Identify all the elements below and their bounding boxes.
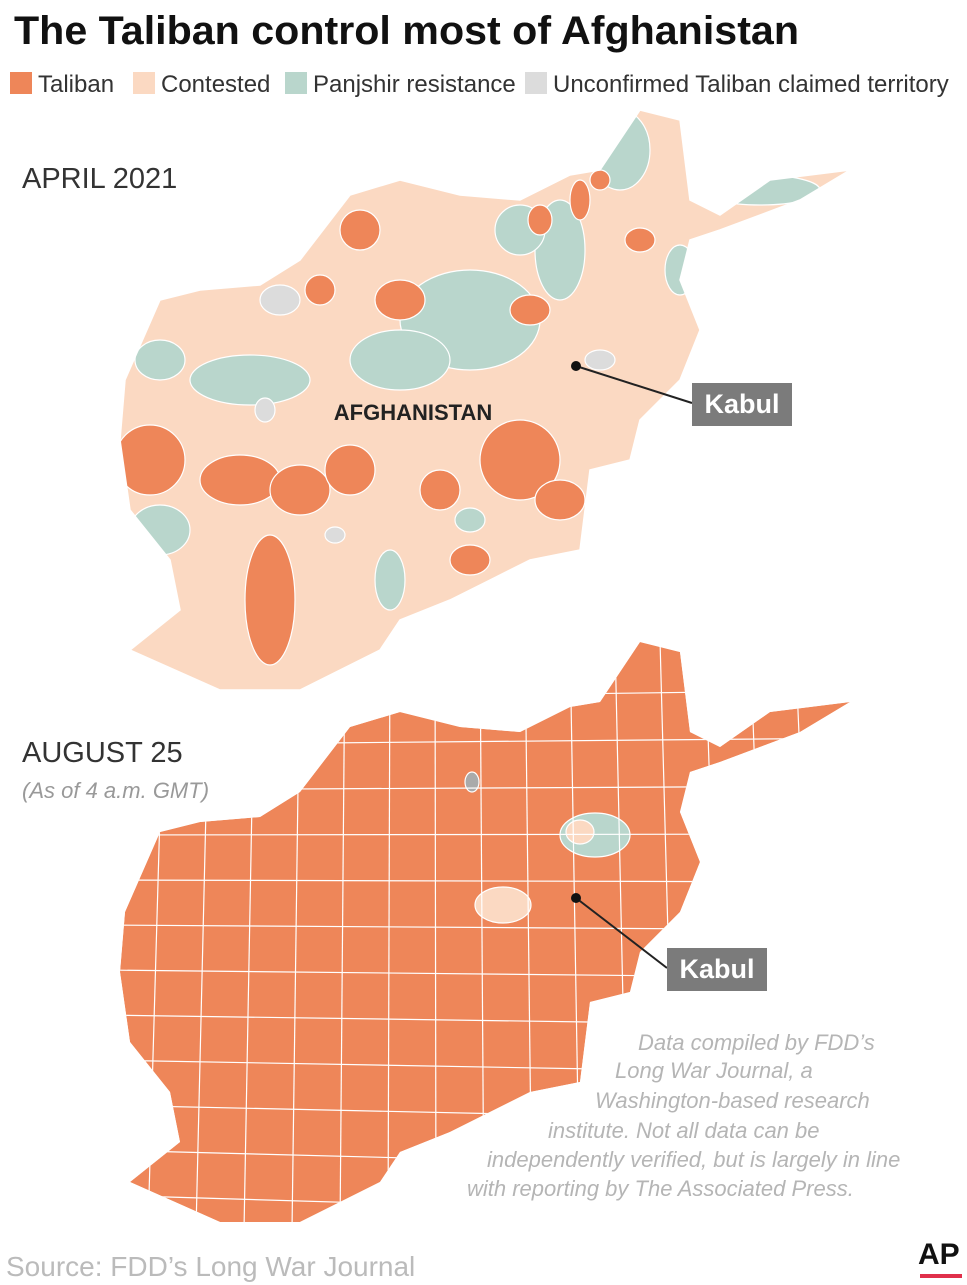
legend-label: Unconfirmed Taliban claimed territory	[553, 71, 949, 98]
city-label: Kabul	[679, 954, 754, 984]
city-dot	[571, 893, 581, 903]
region	[324, 526, 346, 544]
source: Source: FDD’s Long War Journal	[6, 1251, 415, 1282]
credit-line: Long War Journal, a	[615, 1058, 813, 1083]
region	[349, 329, 451, 391]
region	[419, 469, 461, 511]
region	[189, 354, 311, 406]
region	[449, 544, 491, 576]
credit-line: institute. Not all data can be	[548, 1118, 820, 1143]
region	[569, 179, 591, 221]
region	[565, 819, 595, 845]
credit-line: with reporting by The Associated Press.	[467, 1176, 854, 1201]
region	[120, 424, 186, 496]
region	[269, 464, 331, 516]
logo: AP	[918, 1238, 960, 1271]
city-box	[667, 948, 767, 991]
region	[199, 454, 281, 506]
map-label: APRIL 2021	[22, 163, 177, 195]
region	[479, 419, 561, 501]
city-dot	[571, 361, 581, 371]
region	[254, 397, 276, 423]
district-line	[434, 642, 437, 1222]
credit-line: Washington-based research	[595, 1088, 870, 1113]
legend: Taliban Contested Panjshir resistance Uncon…	[10, 71, 949, 98]
legend-swatch	[133, 72, 155, 94]
district-line	[120, 642, 121, 1222]
credit-note: Data compiled by FDD’s Long War Journal, …	[467, 1030, 900, 1201]
region	[454, 507, 486, 533]
region	[699, 174, 821, 206]
legend-label: Taliban	[38, 71, 114, 98]
credit-line: independently verified, but is largely i…	[487, 1147, 900, 1172]
region	[259, 284, 301, 316]
region	[664, 244, 696, 296]
district-line	[387, 642, 391, 1222]
region	[474, 886, 532, 924]
legend-label: Panjshir resistance	[313, 71, 516, 98]
logo-underline	[920, 1274, 962, 1278]
region	[509, 294, 551, 326]
legend-swatch	[285, 72, 307, 94]
city-label: Kabul	[704, 389, 779, 419]
legend-swatch	[10, 72, 32, 94]
region	[464, 771, 480, 793]
country-label: AFGHANISTAN	[334, 400, 492, 425]
district-line	[120, 689, 850, 701]
map-note: (As of 4 a.m. GMT)	[22, 778, 209, 803]
map-label: AUGUST 25	[22, 737, 183, 769]
region	[304, 274, 336, 306]
region	[589, 169, 611, 191]
region	[374, 279, 426, 321]
region	[324, 444, 376, 496]
leader-line	[575, 897, 668, 969]
legend-label: Contested	[161, 71, 270, 98]
credit-line: Data compiled by FDD’s	[638, 1030, 875, 1055]
title: The Taliban control most of Afghanistan	[14, 9, 799, 53]
region	[339, 209, 381, 251]
region	[134, 339, 186, 381]
region	[584, 349, 616, 371]
city-box	[692, 383, 792, 426]
region	[244, 534, 296, 666]
region	[527, 204, 553, 236]
region	[534, 479, 586, 521]
leader-line	[575, 365, 693, 404]
district-line	[339, 642, 346, 1222]
legend-swatch	[525, 72, 547, 94]
region	[374, 549, 406, 611]
region	[624, 227, 656, 253]
